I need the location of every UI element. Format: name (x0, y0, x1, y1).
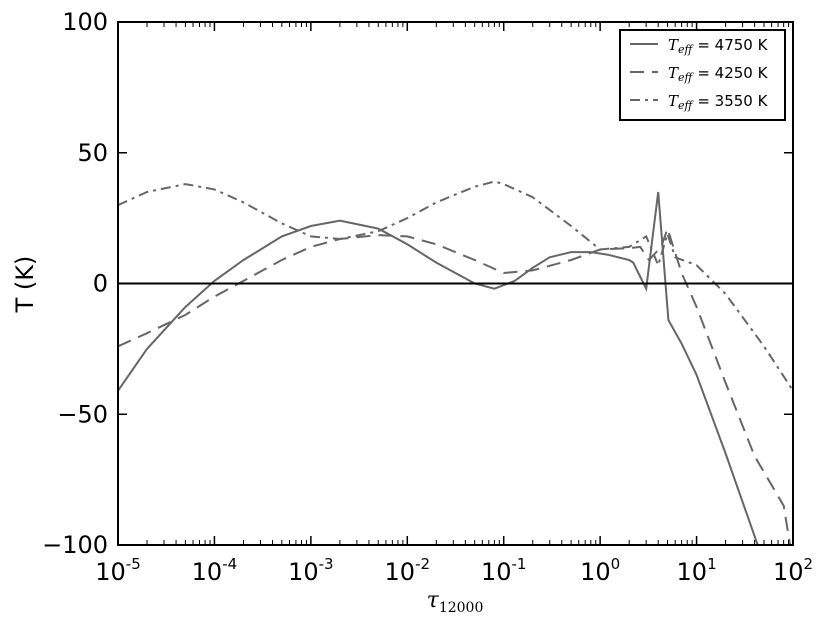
ticks-layer: 10-5 10-4 10-3 10-2 10-1 100 101 102 100 50 0 −50 −1… (42, 8, 813, 586)
series-line-2 (118, 180, 793, 392)
x-tick-label-4: 10-1 (481, 555, 527, 586)
legend-label-4250: Teff = 4250 K (668, 64, 769, 84)
y-tick-label-0: 100 (62, 8, 108, 36)
x-axis-label-var: τ (427, 588, 440, 613)
series-line-0 (118, 191, 759, 545)
series-layer (118, 180, 793, 545)
x-tick-label-3: 10-2 (385, 555, 431, 586)
y-tick-label-3: −50 (57, 400, 108, 428)
legend-label-4750: Teff = 4750 K (668, 36, 769, 56)
x-axis-label: τ12000 (427, 588, 484, 616)
y-axis-label: T (K) (11, 256, 39, 314)
x-axis-label-sub: 12000 (439, 600, 484, 616)
y-tick-label-1: 50 (77, 139, 108, 167)
series-line-1 (118, 225, 792, 545)
y-tick-label-2: 0 (93, 270, 108, 298)
x-tick-label-2: 10-3 (288, 555, 334, 586)
y-tick-label-4: −100 (42, 531, 108, 559)
x-tick-label-7: 102 (773, 555, 813, 586)
x-tick-label-1: 10-4 (192, 555, 238, 586)
x-tick-label-5: 100 (580, 555, 620, 586)
x-tick-label-6: 101 (677, 555, 717, 586)
legend-label-3550: Teff = 3550 K (668, 92, 769, 112)
legend: Teff = 4750 K Teff = 4250 K Teff = 3550 K (619, 29, 786, 121)
x-tick-label-0: 10-5 (95, 555, 141, 586)
